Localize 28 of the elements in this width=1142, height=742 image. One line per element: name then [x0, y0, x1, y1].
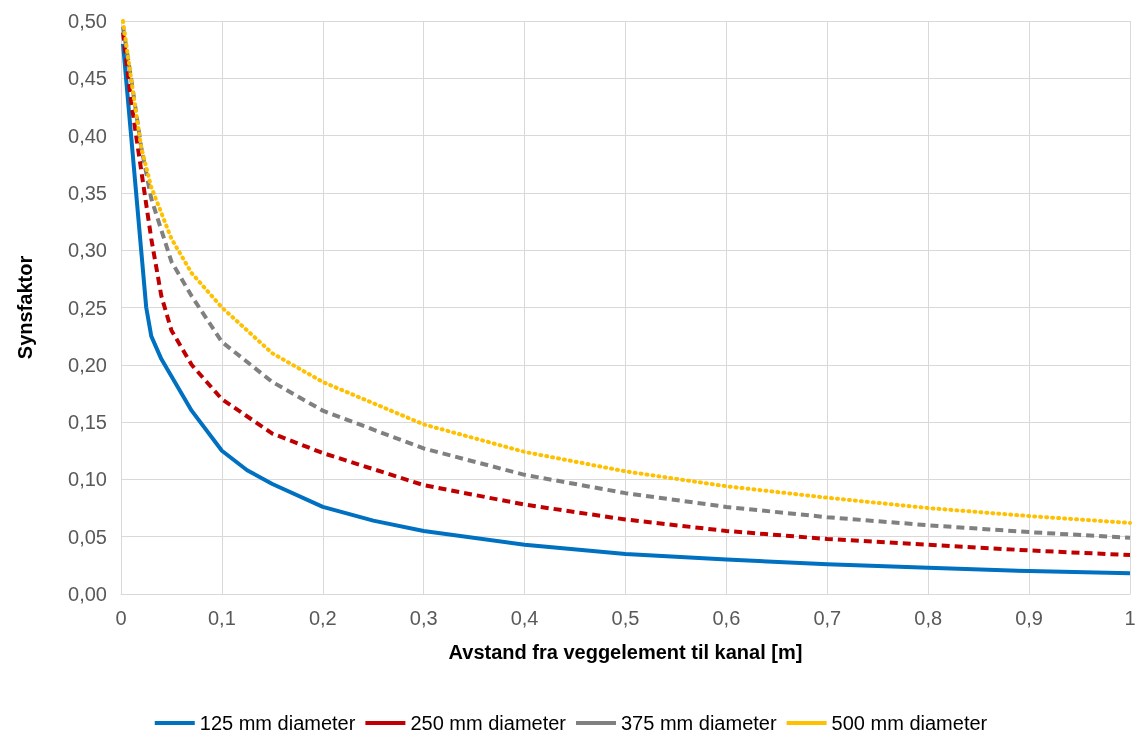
x-tick-label: 0,5: [611, 607, 640, 629]
y-tick-label: 0,45: [68, 67, 107, 90]
x-tick-label: 0,1: [207, 607, 236, 629]
y-tick-label: 0,30: [68, 239, 107, 262]
x-tick-label: 0,3: [409, 607, 438, 629]
y-tick-label: 0,35: [68, 181, 107, 204]
x-tick-label: 0,7: [813, 607, 842, 629]
x-tick-label: 0,8: [914, 607, 943, 629]
y-tick-label: 0,10: [68, 468, 107, 491]
x-tick-label: 0,4: [510, 607, 539, 629]
x-tick-label: 0,2: [308, 607, 337, 629]
x-tick-label: 0: [115, 607, 127, 629]
y-tick-label: 0,25: [68, 296, 107, 319]
legend-label: 500 mm diameter: [831, 712, 988, 734]
legend-label: 250 mm diameter: [410, 712, 567, 734]
y-tick-label: 0,40: [68, 124, 107, 147]
y-tick-label: 0,00: [68, 583, 107, 605]
y-tick-label: 0,05: [68, 525, 107, 548]
y-tick-label: 0,20: [68, 353, 107, 376]
legend-label: 125 mm diameter: [199, 712, 356, 734]
y-axis-title: Synsfaktor: [14, 255, 36, 360]
x-tick-label: 0,9: [1015, 607, 1044, 629]
y-tick-label: 0,15: [68, 411, 107, 434]
legend-label: 375 mm diameter: [621, 712, 777, 734]
x-axis-title: Avstand fra veggelement til kanal [m]: [448, 641, 803, 663]
y-tick-label: 0,50: [68, 10, 107, 32]
x-tick-label: 0,6: [712, 607, 741, 629]
x-tick-label: 1: [1124, 607, 1136, 629]
